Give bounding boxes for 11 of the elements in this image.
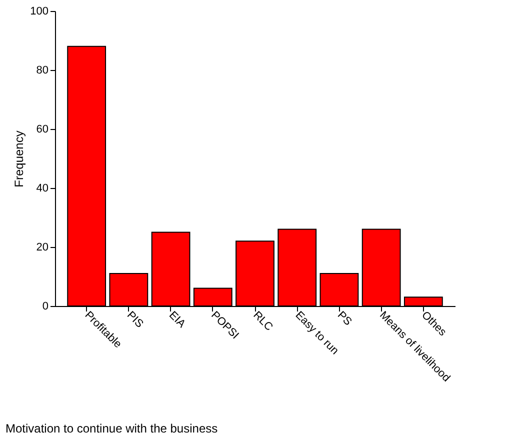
x-tick-label: EIA [166,309,188,331]
y-tick-label: 80 [36,64,48,76]
x-tick-label: PIS [124,309,146,330]
y-tick-label: 0 [42,300,48,312]
y-tick-label: 100 [30,6,48,18]
x-tick-label: PS [334,309,354,328]
y-tick-label: 20 [36,242,48,254]
y-axis-title: Frequency [12,130,26,188]
y-tick-label: 40 [36,182,48,194]
x-axis-title: Motivation to continue with the business [6,422,218,436]
y-tick-label: 60 [36,124,48,136]
